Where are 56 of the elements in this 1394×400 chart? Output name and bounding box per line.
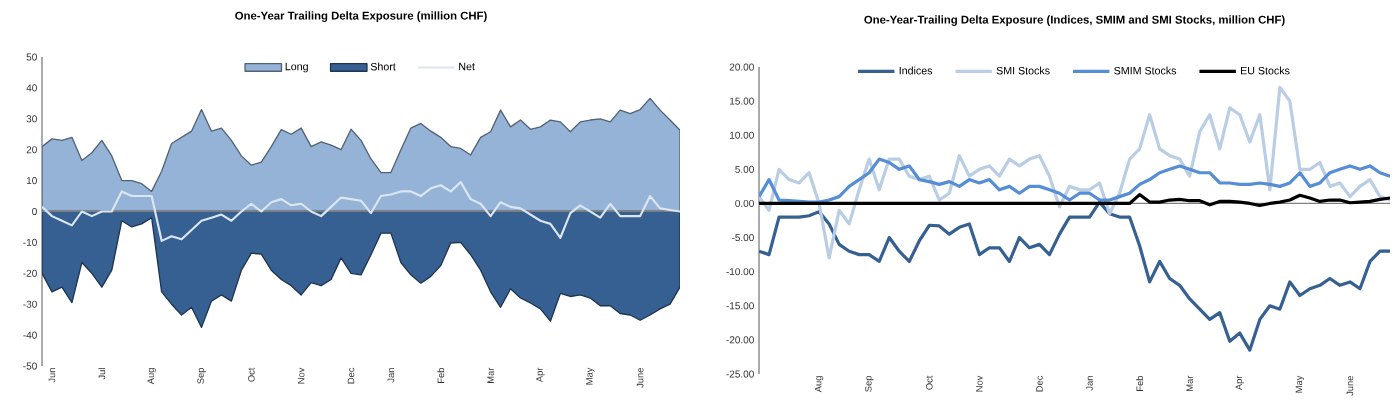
y-tick-label: 50 [26, 53, 37, 61]
x-tick-label: June [1346, 376, 1354, 396]
x-tick-label: Aug [814, 376, 824, 393]
x-tick-label: Dec [347, 367, 355, 384]
chart-title: One-Year Trailing Delta Exposure (million CHF) [235, 11, 487, 22]
y-tick-label: -10 [23, 238, 37, 246]
y-tick-label: -15.00 [726, 302, 754, 310]
legend-label: EU Stocks [1241, 66, 1290, 75]
x-tick-label: Apr [1235, 375, 1244, 391]
x-tick-label: Jun [48, 368, 56, 383]
y-tick-label: -50 [23, 362, 37, 370]
x-tick-label: May [1295, 375, 1305, 393]
chart-title: One-Year-Trailing Delta Exposure (Indices, SMIM and SMI Stocks, million CHF) [864, 15, 1285, 26]
x-tick-label: Oct [925, 375, 933, 390]
y-tick-label: 5.00 [735, 165, 754, 173]
legend-label: Short [370, 62, 396, 71]
y-tick-label: 10.00 [730, 131, 754, 139]
y-tick-label: 10 [26, 177, 37, 185]
y-tick-label: 0.00 [735, 199, 754, 207]
x-tick-label: Mar [1186, 375, 1193, 391]
x-tick-label: Mar [487, 367, 494, 383]
y-tick-label: 20.00 [729, 63, 754, 71]
x-tick-label: June [636, 368, 644, 388]
x-tick-label: Feb [437, 368, 445, 383]
x-tick-label: Nov [297, 367, 305, 384]
y-tick-label: -20 [23, 269, 37, 277]
y-tick-label: 40 [26, 84, 37, 92]
legend-label: SMI Stocks [996, 66, 1050, 75]
line-series [759, 157, 1391, 204]
x-tick-label: Sep [197, 368, 206, 384]
x-tick-label: Jan [387, 368, 395, 383]
y-tick-label: -30 [23, 300, 37, 308]
y-tick-label: -25.00 [726, 370, 754, 378]
x-tick-label: Jan [1086, 376, 1093, 391]
x-tick-label: Aug [147, 368, 156, 385]
y-tick-label: 30 [26, 115, 37, 123]
x-tick-label: Dec [1036, 375, 1043, 392]
legend-label: SMIM Stocks [1114, 66, 1177, 75]
x-tick-label: May [586, 367, 595, 385]
legend-label: Net [459, 62, 475, 71]
y-tick-label: -20.00 [726, 336, 754, 344]
x-tick-label: Jul [98, 368, 106, 380]
y-tick-label: 0 [32, 207, 37, 216]
x-tick-label: Apr [536, 367, 545, 383]
y-tick-label: -5.00 [731, 234, 754, 242]
y-tick-label: -40 [23, 331, 37, 339]
line-series [759, 85, 1391, 260]
y-tick-label: -10.00 [726, 268, 754, 276]
y-tick-label: 15.00 [730, 97, 754, 105]
x-tick-label: Oct [248, 367, 255, 382]
legend-label: Long [285, 62, 308, 73]
x-tick-label: Nov [976, 375, 983, 392]
y-tick-label: 20 [26, 146, 37, 154]
x-tick-label: Feb [1136, 376, 1144, 391]
legend-label: Indices [899, 66, 933, 75]
x-tick-label: Sep [864, 376, 874, 392]
